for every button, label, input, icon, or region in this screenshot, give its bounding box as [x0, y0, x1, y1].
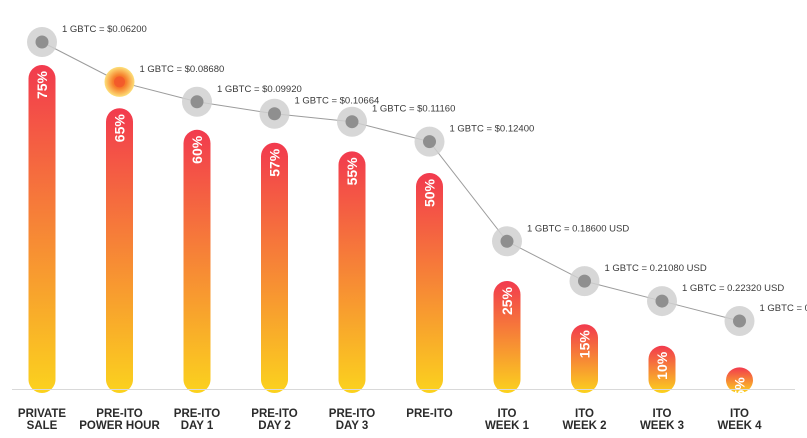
price-marker-core — [345, 115, 359, 129]
category-label: ITO WEEK 3 — [640, 408, 684, 432]
price-marker-core — [578, 274, 591, 288]
price-label: 1 GBTC = 0.21080 USD — [605, 263, 707, 274]
price-marker-core — [423, 135, 436, 149]
bar — [493, 281, 521, 393]
price-marker-core — [500, 234, 514, 248]
price-markers — [27, 27, 755, 336]
price-marker-core — [655, 294, 669, 308]
bar — [183, 129, 211, 394]
price-marker-core — [190, 95, 204, 109]
bar-value-label: 57% — [267, 148, 283, 177]
bar-value-label: 15% — [577, 330, 593, 359]
price-marker-core — [35, 35, 49, 49]
category-labels: PRIVATE SALE PRE-ITO POWER HOUR PRE-ITO DAY 1… — [18, 408, 762, 432]
price-label: 1 GBTC = $0.08680 — [140, 64, 225, 75]
bar-value-label: 65% — [112, 114, 128, 143]
category-label: PRE-ITO DAY 1 — [174, 408, 220, 432]
price-label: 1 GBTC = 0.23560 USD — [760, 303, 807, 314]
price-marker-core — [733, 314, 746, 328]
category-label: PRE-ITO DAY 2 — [251, 408, 297, 432]
bar-value-label: 60% — [189, 135, 205, 164]
bars-group: 75% 65% 60% 57% 55% 50% 25% 15% 10% 5% — [28, 65, 753, 398]
price-line — [41, 41, 740, 322]
category-label: ITO WEEK 1 — [485, 408, 530, 432]
price-label: 1 GBTC = $0.09920 — [217, 84, 302, 95]
price-marker-core — [114, 76, 125, 88]
price-label: 1 GBTC = $0.12400 — [450, 124, 535, 135]
price-label: 1 GBTC = 0.18600 USD — [527, 223, 629, 234]
category-label: PRE-ITO — [406, 408, 452, 420]
price-marker-core — [268, 107, 281, 121]
bar — [648, 345, 676, 393]
bar — [106, 108, 133, 393]
bar — [416, 173, 443, 393]
bar — [338, 151, 366, 393]
bar-value-label: 25% — [499, 286, 515, 315]
price-label: 1 GBTC = $0.10664 — [295, 96, 380, 107]
bar-value-label: 5% — [732, 377, 748, 398]
price-label: 1 GBTC = 0.22320 USD — [682, 283, 784, 294]
bar — [726, 367, 753, 393]
price-label: 1 GBTC = $0.06200 — [62, 24, 147, 35]
bar-value-label: 75% — [34, 70, 50, 99]
bar-value-label: 10% — [654, 351, 670, 380]
price-labels: 1 GBTC = $0.06200 1 GBTC = $0.08680 1 GBTC… — [62, 24, 807, 314]
category-label: ITO WEEK 2 — [562, 408, 606, 432]
category-label: ITO WEEK 4 — [717, 408, 762, 432]
price-label: 1 GBTC = $0.11160 — [372, 104, 455, 115]
bar — [571, 324, 598, 393]
category-label: PRIVATE SALE — [18, 408, 66, 432]
bar — [28, 65, 56, 393]
bar — [261, 142, 288, 393]
category-label: PRE-ITO POWER HOUR — [79, 408, 160, 432]
bar-value-label: 50% — [422, 178, 438, 207]
bar-value-label: 55% — [344, 157, 360, 186]
category-label: PRE-ITO DAY 3 — [329, 408, 375, 432]
